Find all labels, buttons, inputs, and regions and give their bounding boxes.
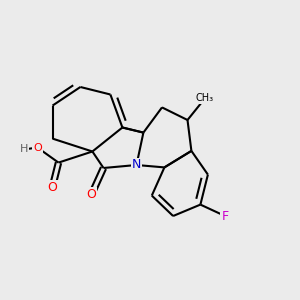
Text: O: O xyxy=(87,188,96,201)
Text: F: F xyxy=(221,209,229,223)
Text: O: O xyxy=(33,142,42,153)
Text: O: O xyxy=(47,181,57,194)
Text: N: N xyxy=(132,158,141,172)
Text: CH₃: CH₃ xyxy=(196,93,214,103)
Text: H: H xyxy=(20,144,28,154)
